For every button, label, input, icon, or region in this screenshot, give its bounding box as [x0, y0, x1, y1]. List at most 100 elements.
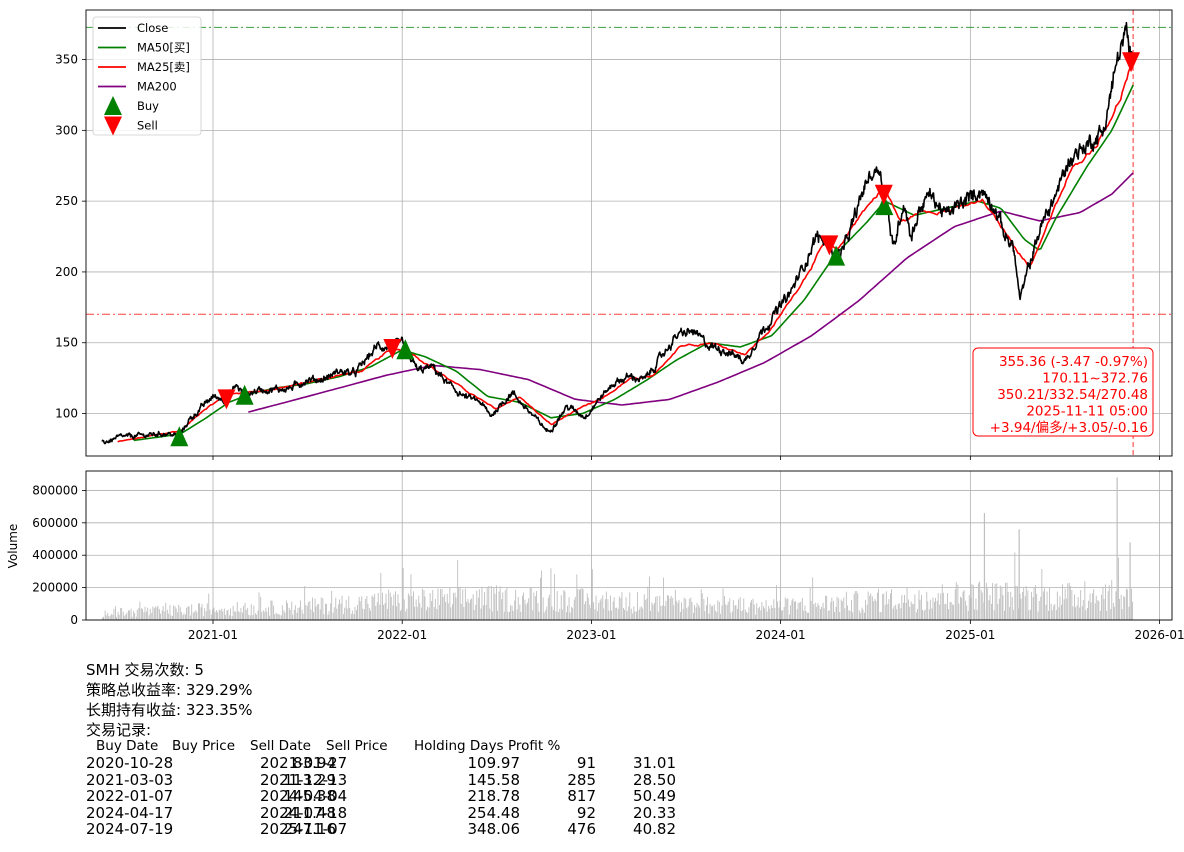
volume-bar	[310, 609, 312, 620]
volume-bar	[681, 602, 682, 620]
header-sell-price: Sell Price	[326, 738, 388, 754]
volume-bar	[551, 606, 553, 620]
volume-bar	[1018, 608, 1019, 620]
volume-bar	[304, 586, 306, 620]
volume-bar	[449, 587, 451, 620]
volume-bar	[971, 583, 973, 620]
volume-bar	[191, 604, 193, 620]
volume-bar	[921, 594, 922, 620]
volume-bar	[369, 608, 370, 620]
volume-bar	[802, 610, 804, 620]
volume-bar	[1084, 581, 1086, 620]
volume-bar	[1032, 597, 1034, 620]
volume-bar	[301, 609, 303, 620]
volume-bar	[455, 597, 457, 620]
volume-bar	[131, 616, 133, 620]
volume-bar	[1048, 610, 1049, 620]
volume-bar	[939, 604, 941, 620]
volume-bar	[387, 608, 389, 620]
volume-bar	[1037, 611, 1039, 620]
volume-bar	[384, 603, 386, 620]
volume-xtick-label: 2023-01	[566, 628, 616, 642]
volume-bar	[815, 606, 817, 620]
volume-bar	[157, 605, 159, 620]
volume-bar	[270, 600, 272, 620]
volume-bar	[288, 607, 290, 620]
volume-bar	[134, 613, 136, 620]
volume-bar	[423, 590, 425, 620]
volume-bar	[126, 612, 128, 620]
volume-bar	[457, 560, 459, 620]
volume-bar	[165, 602, 167, 620]
volume-bar	[790, 605, 791, 620]
header-holding-days: Holding Days	[414, 738, 504, 754]
volume-bar	[1115, 591, 1117, 620]
volume-bar	[146, 611, 147, 620]
volume-bar	[471, 598, 473, 620]
price-tick-label: 250	[55, 194, 78, 208]
volume-bar	[779, 600, 781, 620]
volume-bar	[154, 606, 156, 620]
volume-bar	[450, 607, 452, 620]
volume-bar	[437, 588, 439, 620]
volume-bar	[704, 611, 706, 620]
volume-bar	[730, 612, 732, 620]
volume-bar	[1027, 590, 1029, 620]
volume-bar	[503, 611, 505, 620]
volume-bar	[750, 602, 751, 620]
volume-bar	[1124, 597, 1126, 620]
volume-bar	[543, 612, 545, 620]
volume-bar	[216, 610, 217, 620]
volume-bar	[364, 598, 366, 620]
volume-bar	[406, 608, 408, 620]
volume-bar	[919, 599, 921, 620]
volume-bar	[675, 600, 677, 620]
trade-cell: 285	[567, 770, 596, 789]
volume-bar	[135, 616, 137, 620]
volume-bar	[1010, 591, 1012, 620]
volume-bar	[761, 602, 763, 620]
hold-return-text: 长期持有收益: 323.35%	[86, 701, 253, 719]
volume-bar	[214, 611, 216, 620]
volume-bar	[374, 593, 376, 620]
volume-bar	[869, 595, 871, 620]
volume-bar	[156, 607, 158, 620]
volume-bar	[525, 604, 527, 620]
volume-bar	[638, 609, 640, 620]
volume-bar	[765, 600, 767, 620]
trade-count-text: SMH 交易次数: 5	[86, 661, 204, 679]
volume-bar	[483, 605, 484, 620]
annotation-line: 170.11~372.76	[1042, 371, 1148, 387]
volume-bar	[859, 612, 861, 620]
volume-tick-label: 200000	[32, 581, 78, 595]
volume-bar	[805, 611, 807, 620]
volume-bar	[618, 596, 620, 620]
volume-bar	[462, 589, 464, 620]
volume-bar	[380, 572, 382, 620]
volume-bar	[623, 608, 624, 620]
volume-bar	[794, 601, 795, 620]
volume-bar	[1097, 600, 1099, 620]
volume-bar	[665, 600, 667, 620]
volume-bar	[452, 604, 453, 620]
volume-bar	[974, 609, 975, 620]
volume-bar	[582, 589, 584, 620]
volume-bar	[909, 606, 911, 620]
legend-box	[92, 16, 202, 136]
volume-bar	[929, 599, 931, 620]
volume-bar	[595, 595, 597, 620]
volume-bar	[485, 604, 487, 620]
volume-bar	[253, 605, 255, 620]
volume-bar	[1087, 608, 1088, 620]
volume-bar	[624, 609, 625, 620]
volume-bar	[234, 611, 236, 620]
volume-bar	[792, 598, 794, 620]
volume-bar	[410, 574, 412, 620]
volume-bar	[235, 611, 237, 620]
volume-bar	[649, 576, 650, 620]
volume-bar	[818, 605, 820, 620]
volume-bar	[257, 610, 259, 620]
volume-bar	[851, 600, 852, 620]
volume-bar	[913, 604, 915, 620]
volume-bar	[747, 612, 749, 620]
